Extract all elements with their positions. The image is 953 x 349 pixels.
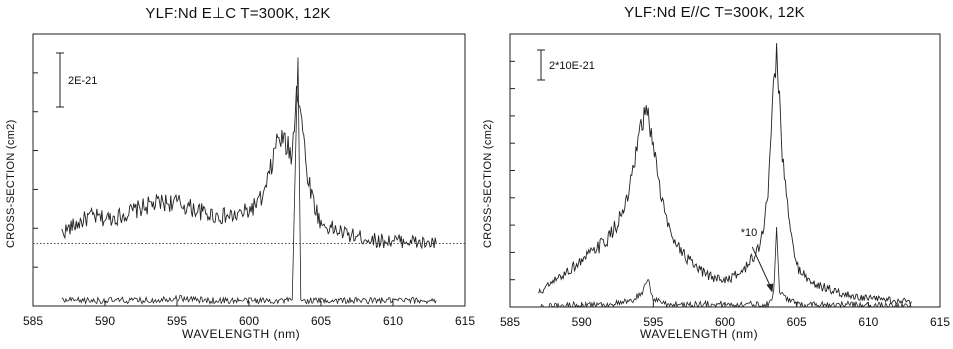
y-axis-label: CROSS-SECTION (cm2) bbox=[482, 119, 494, 248]
x-tick-label: 605 bbox=[787, 315, 807, 329]
scale-bar-label: 2E-21 bbox=[68, 75, 97, 87]
series-line-1 bbox=[538, 43, 912, 307]
plot-frame bbox=[509, 33, 941, 308]
scale-bar-label: 2*10E-21 bbox=[549, 60, 595, 72]
x-tick-label: 615 bbox=[455, 314, 475, 328]
x-tick-label: 590 bbox=[572, 315, 592, 329]
annotation-label: *10 bbox=[741, 227, 758, 239]
x-tick-label: 610 bbox=[858, 315, 878, 329]
chart-title: YLF:Nd E//C T=300K, 12K bbox=[624, 4, 805, 21]
x-tick-label: 600 bbox=[239, 314, 259, 328]
x-tick-label: 585 bbox=[500, 315, 520, 329]
annotation-arrow bbox=[751, 246, 773, 291]
chart-panel-left: YLF:Nd E⊥C T=300K, 12K 585 590 595 600 605 61… bbox=[0, 0, 476, 349]
x-tick-label: 585 bbox=[23, 314, 43, 328]
x-tick-label: 595 bbox=[167, 314, 187, 328]
x-tick-label: 605 bbox=[311, 314, 331, 328]
x-tick-label: 590 bbox=[95, 314, 115, 328]
chart-panel-right: YLF:Nd E//C T=300K, 12K 585 590 595 600 605 6… bbox=[476, 0, 953, 349]
chart-plot: 585 590 595 600 605 610 615 2E-21 bbox=[23, 33, 475, 328]
x-axis-label: WAVELENGTH (nm) bbox=[182, 327, 301, 341]
x-tick-label: 615 bbox=[930, 315, 950, 329]
series-line-1 bbox=[61, 85, 437, 250]
series-line-2 bbox=[61, 57, 437, 306]
x-tick-label: 610 bbox=[383, 314, 403, 328]
series-line-2 bbox=[538, 226, 912, 309]
x-tick-label: 595 bbox=[643, 315, 663, 329]
plot-frame bbox=[32, 33, 466, 307]
annotation-arrowhead bbox=[766, 283, 774, 293]
x-axis-label: WAVELENGTH (nm) bbox=[640, 327, 759, 341]
chart-title: YLF:Nd E⊥C T=300K, 12K bbox=[145, 5, 331, 22]
y-axis-label: CROSS-SECTION (cm2) bbox=[5, 119, 17, 248]
x-tick-label: 600 bbox=[715, 315, 735, 329]
chart-plot: 585 590 595 600 605 610 615 2*10E-21 *10 bbox=[500, 33, 950, 329]
